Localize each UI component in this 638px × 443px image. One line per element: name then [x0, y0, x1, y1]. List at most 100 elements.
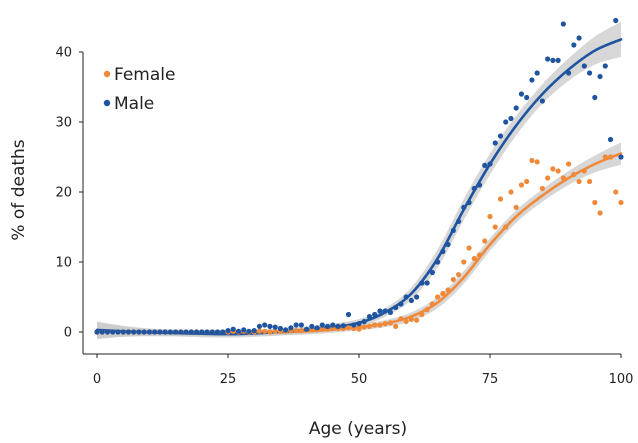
female-data-point [613, 189, 619, 195]
male-data-point [345, 311, 352, 318]
female-data-point [319, 326, 325, 332]
male-data-point [581, 63, 587, 69]
x-tick-label: 0 [93, 372, 101, 387]
female-data-point [361, 324, 367, 330]
male-data-point [340, 323, 346, 329]
female-data-point [387, 320, 394, 326]
female-data-point [256, 328, 263, 334]
male-data-point [461, 204, 467, 210]
female-data-point [471, 255, 477, 262]
male-data-point [471, 185, 477, 192]
female-data-point [571, 171, 577, 178]
male-data-point [256, 323, 263, 329]
male-data-point [419, 280, 425, 286]
female-data-point [267, 329, 273, 335]
male-legend-label: Male [114, 94, 154, 114]
female-data-point [345, 325, 352, 331]
female-data-point [513, 204, 519, 210]
x-tick-label: 75 [482, 372, 499, 387]
legend: Female Male [103, 65, 175, 114]
male-data-point [131, 329, 137, 335]
female-data-point [566, 161, 572, 167]
male-data-point [99, 329, 105, 335]
data-points [94, 17, 624, 335]
male-data-point [382, 308, 388, 314]
male-data-point [220, 329, 226, 335]
x-tick-label: 100 [609, 372, 634, 387]
confidence-bands [97, 21, 621, 340]
male-data-point [576, 35, 582, 41]
axes: 0 25 50 75 100 0 10 20 30 40 [55, 46, 633, 388]
male-data-point [539, 98, 546, 104]
female-data-point [272, 328, 278, 334]
female-data-point [293, 328, 299, 334]
female-legend-marker [103, 70, 111, 78]
female-data-point [586, 178, 593, 185]
male-data-point [110, 329, 116, 335]
male-data-point [319, 322, 325, 328]
female-data-point [518, 182, 525, 188]
male-data-point [120, 329, 126, 335]
female-data-point [408, 316, 414, 322]
female-data-point [435, 294, 441, 300]
male-data-point [293, 322, 299, 328]
female-data-point [492, 224, 498, 230]
male-data-point [267, 323, 273, 329]
male-data-point [586, 70, 593, 76]
male-data-point [513, 105, 519, 111]
female-data-point [529, 157, 535, 164]
y-tick-label: 40 [55, 46, 72, 61]
female-data-point [398, 316, 404, 322]
x-axis-title: Age (years) [309, 419, 407, 439]
male-data-point [403, 294, 409, 300]
female-data-point [597, 210, 603, 216]
y-tick-label: 10 [55, 256, 72, 271]
male-data-point [387, 309, 394, 315]
male-data-point [183, 329, 189, 335]
male-data-point [235, 328, 242, 334]
male-data-point [146, 329, 152, 335]
male-data-point [414, 294, 420, 300]
male-data-point [534, 70, 540, 76]
male-data-point [482, 162, 488, 168]
male-data-point [324, 323, 331, 329]
male-data-point [298, 322, 304, 328]
female-data-point [539, 185, 546, 192]
male-data-point [283, 327, 289, 333]
male-data-point [476, 182, 483, 188]
male-data-point [230, 326, 236, 332]
male-data-point [152, 329, 158, 335]
male-data-point [225, 328, 231, 334]
male-data-point [571, 42, 577, 48]
female-confidence-band [97, 142, 621, 340]
female-data-point [534, 159, 540, 165]
male-data-point [272, 324, 278, 330]
female-data-point [576, 178, 582, 185]
male-data-point [455, 218, 462, 224]
male-data-point [162, 329, 168, 335]
male-data-point [435, 259, 441, 265]
male-data-point [607, 136, 614, 143]
male-data-point [518, 91, 525, 97]
female-data-point [550, 166, 556, 172]
female-data-point [419, 311, 425, 318]
female-data-point [524, 178, 530, 185]
male-data-point [408, 297, 414, 304]
female-data-point [450, 276, 456, 283]
male-data-point [356, 321, 362, 327]
male-data-point [199, 329, 205, 335]
female-data-point [445, 287, 451, 293]
male-data-point [193, 329, 200, 335]
female-data-point [455, 272, 462, 278]
male-data-point [372, 311, 378, 318]
male-data-point [566, 70, 572, 76]
male-data-point [277, 325, 283, 332]
male-data-point [314, 325, 320, 331]
y-tick-label: 30 [55, 116, 72, 131]
female-data-point [393, 323, 399, 329]
female-data-point [403, 318, 409, 325]
male-data-point [304, 326, 310, 332]
male-data-point [94, 329, 100, 335]
female-data-point [487, 213, 493, 220]
